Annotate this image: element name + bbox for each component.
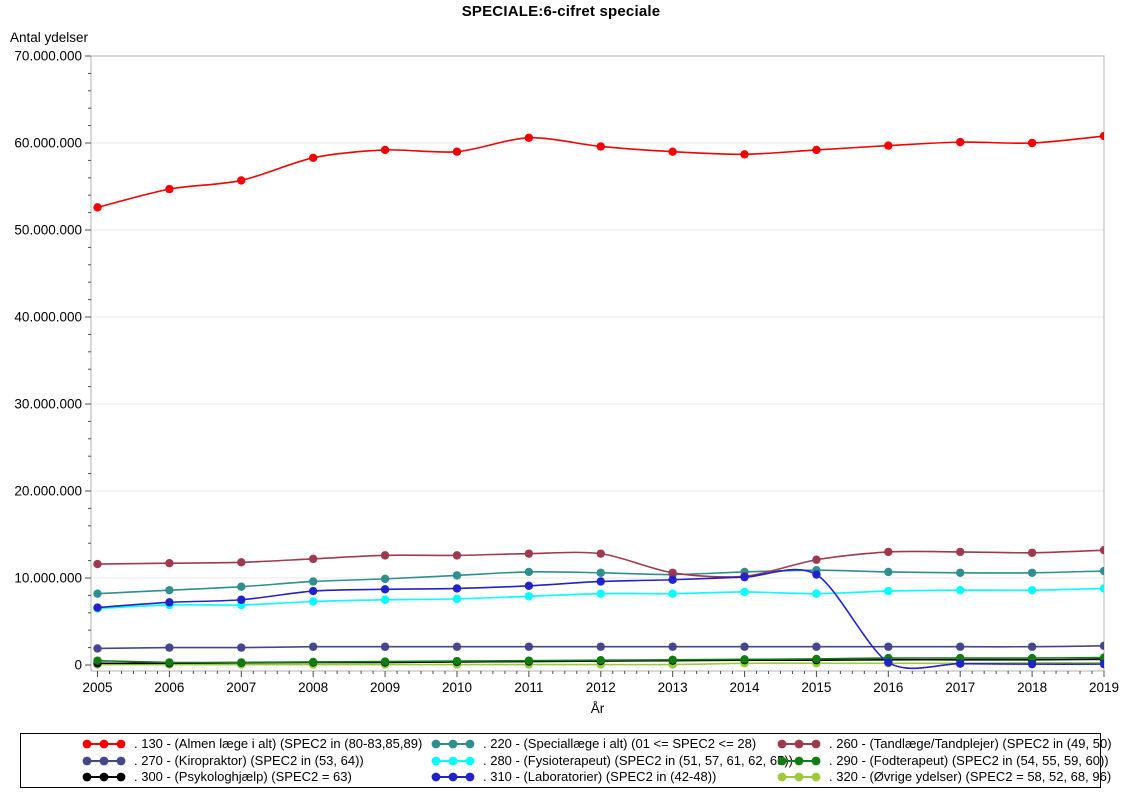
legend-item-280: . 280 - (Fysioterapeut) (SPEC2 in (51, 5… <box>408 752 793 769</box>
x-axis: 2005 2006 2007 2008 2009 2010 2011 2012 2013 2014… <box>82 671 1119 695</box>
legend-label-290: . 290 - (Fodterapeut) (SPEC2 in (54, 55,… <box>829 752 1109 768</box>
y-tick-label: 60.000.000 <box>14 136 82 151</box>
line-chart: 0 10.000.000 20.000.000 30.000.000 40.000.00… <box>14 49 1119 717</box>
y-tick-label: 50.000.000 <box>14 223 82 238</box>
series-260 <box>93 545 1104 581</box>
legend-item-270: . 270 - (Kiropraktor) (SPEC2 in (53, 64)… <box>21 752 408 769</box>
legend-label-300: . 300 - (Psykologhjælp) (SPEC2 = 63) <box>134 769 352 784</box>
legend-item-300: . 300 - (Psykologhjælp) (SPEC2 = 63) <box>21 769 408 786</box>
x-tick-label: 2017 <box>945 680 975 695</box>
legend-item-290: . 290 - (Fodterapeut) (SPEC2 in (54, 55,… <box>764 752 1112 769</box>
legend-marker-320 <box>777 772 821 782</box>
x-tick-label: 2010 <box>442 680 472 695</box>
legend-item-130: . 130 - (Almen læge i alt) (SPEC2 in (80… <box>21 736 422 753</box>
x-tick-label: 2006 <box>154 680 184 695</box>
x-tick-label: 2018 <box>1017 680 1047 695</box>
y-tick-label: 10.000.000 <box>14 571 82 586</box>
y-tick-label: 0 <box>74 658 82 673</box>
y-axis: 0 10.000.000 20.000.000 30.000.000 40.000.00… <box>14 49 91 673</box>
y-axis-title: Antal ydelser <box>10 30 89 45</box>
legend-marker-290 <box>777 756 821 765</box>
legend-label-320: . 320 - (Øvrige ydelser) (SPEC2 = 58, 52… <box>829 769 1112 784</box>
legend-marker-280 <box>431 756 475 765</box>
series-130 <box>93 131 1104 212</box>
legend-marker-220 <box>431 739 475 749</box>
series-270 <box>93 641 1104 653</box>
x-tick-label: 2015 <box>801 680 831 695</box>
series-290 <box>93 653 1104 667</box>
legend-label-310: . 310 - (Laboratorier) (SPEC2 in (42-48)… <box>483 769 717 784</box>
y-tick-label: 40.000.000 <box>14 310 82 325</box>
x-tick-label: 2012 <box>586 680 616 695</box>
legend-marker-310 <box>431 772 475 782</box>
legend-label-280: . 280 - (Fysioterapeut) (SPEC2 in (51, 5… <box>483 752 793 768</box>
y-tick-label: 30.000.000 <box>14 397 82 412</box>
legend-label-130: . 130 - (Almen læge i alt) (SPEC2 in (80… <box>134 736 423 751</box>
legend-marker-260 <box>777 739 821 749</box>
legend-marker-130 <box>82 739 126 749</box>
gridlines <box>91 142 1104 579</box>
chart-title: SPECIALE:6-cifret speciale <box>461 3 661 20</box>
legend-item-310: . 310 - (Laboratorier) (SPEC2 in (42-48)… <box>408 769 764 786</box>
y-tick-label: 20.000.000 <box>14 484 82 499</box>
legend-marker-300 <box>82 772 126 782</box>
legend-label-270: . 270 - (Kiropraktor) (SPEC2 in (53, 64)… <box>134 752 364 768</box>
legend-marker-270 <box>82 756 126 765</box>
plot-frame <box>90 55 1105 672</box>
x-tick-label: 2011 <box>514 680 543 695</box>
series-220 <box>93 565 1104 598</box>
y-tick-label: 70.000.000 <box>14 49 82 64</box>
legend-item-220: . 220 - (Speciallæge i alt) (01 <= SPEC2… <box>408 736 764 753</box>
legend-label-260: . 260 - (Tandlæge/Tandplejer) (SPEC2 in … <box>829 736 1112 751</box>
x-tick-label: 2016 <box>873 680 903 695</box>
legend-label-220: . 220 - (Speciallæge i alt) (01 <= SPEC2… <box>483 736 757 751</box>
x-tick-label: 2007 <box>226 680 256 695</box>
legend-item-320: . 320 - (Øvrige ydelser) (SPEC2 = 58, 52… <box>764 769 1112 786</box>
x-tick-label: 2013 <box>658 680 688 695</box>
series-280 <box>93 584 1104 613</box>
legend: . 130 - (Almen læge i alt) (SPEC2 in (80… <box>20 733 1112 788</box>
legend-item-260: . 260 - (Tandlæge/Tandplejer) (SPEC2 in … <box>764 736 1112 753</box>
x-tick-label: 2014 <box>730 680 761 695</box>
x-axis-title: År <box>591 701 605 716</box>
series-310 <box>93 568 1104 670</box>
x-tick-label: 2009 <box>370 680 400 695</box>
x-tick-label: 2019 <box>1089 680 1119 695</box>
x-tick-label: 2005 <box>82 680 112 695</box>
x-tick-label: 2008 <box>298 680 328 695</box>
